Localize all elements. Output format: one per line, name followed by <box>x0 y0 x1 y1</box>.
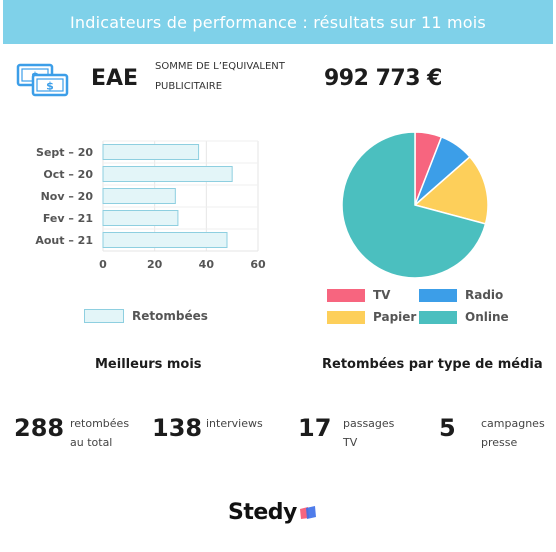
stedy-flag-icon <box>299 505 316 519</box>
legend-label-retombees: Retombées <box>132 309 208 323</box>
legend-swatch-papier <box>327 310 365 324</box>
y-tick-label: Oct – 20 <box>43 168 93 181</box>
stat-number-passages: 17 <box>298 414 332 442</box>
money-bills-icon: $ $ <box>16 63 69 97</box>
legend-swatch-radio <box>419 288 457 302</box>
bar <box>102 166 233 182</box>
stat-label-line: interviews <box>206 417 263 430</box>
stat-label-retombees: retombées au total <box>70 414 129 452</box>
bar <box>102 144 200 160</box>
stat-label-passages: passages TV <box>343 414 394 452</box>
legend-label-radio: Radio <box>465 288 504 302</box>
legend-swatch-retombees <box>84 309 124 323</box>
y-tick-label: Fev – 21 <box>43 212 93 225</box>
y-tick-label: Aout – 21 <box>35 234 93 247</box>
legend-label-papier: Papier <box>373 310 417 324</box>
best-months-bar-chart: 0 20 40 60 Sept – 20 Oct – 20 Nov – 20 Fev – 21… <box>35 140 266 271</box>
legend-swatch-online <box>419 310 457 324</box>
bar <box>102 188 176 204</box>
stat-number-campagnes: 5 <box>439 414 456 442</box>
eae-value: 992 773 € <box>324 66 442 91</box>
legend-item-online: Online <box>419 309 527 325</box>
legend-item-tv: TV <box>327 287 419 303</box>
stat-label-line: presse <box>481 436 518 449</box>
stat-label-interviews: interviews <box>206 414 263 433</box>
eae-description-line: SOMME DE L’EQUIVALENT <box>155 61 285 72</box>
media-caption: Retombées par type de média <box>322 357 543 372</box>
best-months-caption: Meilleurs mois <box>95 357 202 372</box>
stedy-logo: Stedy <box>228 500 317 525</box>
legend-item-papier: Papier <box>327 309 419 325</box>
bar <box>102 210 179 226</box>
eae-title: EAE <box>91 66 139 91</box>
stat-number-interviews: 138 <box>152 414 203 442</box>
x-tick-label: 60 <box>250 258 266 271</box>
legend-label-online: Online <box>465 310 509 324</box>
y-tick-label: Nov – 20 <box>41 190 94 203</box>
pie-slice-online <box>341 131 487 279</box>
bar <box>102 232 228 248</box>
stat-label-line: retombées <box>70 417 130 430</box>
svg-text:$: $ <box>46 80 54 93</box>
stat-label-line: au total <box>70 436 113 449</box>
pie-slice-papier <box>413 155 489 225</box>
legend-item-radio: Radio <box>419 287 527 303</box>
stat-number-retombees: 288 <box>14 414 65 442</box>
legend-swatch-tv <box>327 288 365 302</box>
stat-label-campagnes: campagnes presse <box>481 414 545 452</box>
eae-description: SOMME DE L’EQUIVALENT PUBLICITAIRE <box>155 57 305 97</box>
media-pie-chart <box>341 131 489 279</box>
stat-label-line: TV <box>343 436 358 449</box>
stat-label-line: passages <box>343 417 395 430</box>
pie-chart-legend: TV Radio Papier Online <box>327 287 527 325</box>
bar-chart-legend: Retombées <box>84 309 208 323</box>
x-tick-label: 0 <box>99 258 107 271</box>
y-tick-label: Sept – 20 <box>36 146 93 159</box>
logo-text: Stedy <box>228 500 297 525</box>
legend-label-tv: TV <box>373 288 391 302</box>
stat-label-line: campagnes <box>481 417 545 430</box>
page-header: Indicateurs de performance : résultats s… <box>3 0 553 44</box>
x-tick-label: 40 <box>199 258 215 271</box>
x-tick-label: 20 <box>147 258 163 271</box>
eae-description-line: PUBLICITAIRE <box>155 81 223 92</box>
page-title: Indicateurs de performance : résultats s… <box>70 12 486 32</box>
